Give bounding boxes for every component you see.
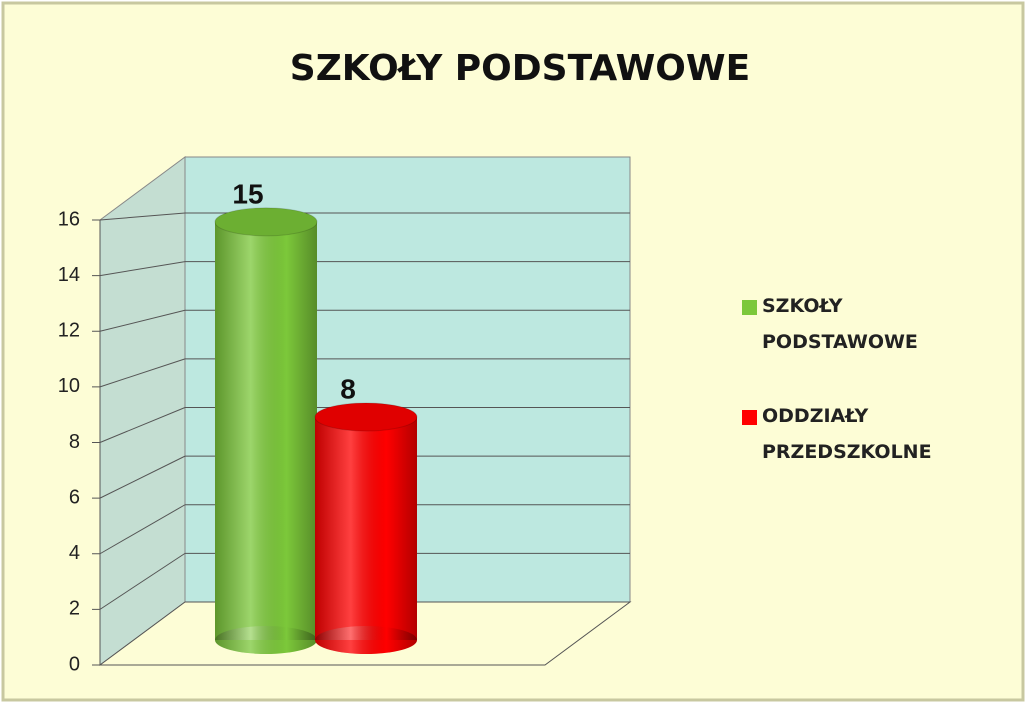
data-label: 8 <box>340 373 356 404</box>
grid-line <box>99 455 186 499</box>
y-tick-label: 6 <box>69 486 80 508</box>
grid-line <box>99 309 186 332</box>
data-label: 15 <box>232 178 263 209</box>
bar-shade <box>215 221 317 640</box>
bar-shade <box>315 417 417 640</box>
bar-top <box>314 402 418 432</box>
legend-swatch <box>742 300 757 315</box>
y-tick-label: 0 <box>69 653 80 675</box>
y-tick-label: 16 <box>58 208 80 230</box>
grid-line <box>99 261 186 277</box>
y-tick-label: 12 <box>58 320 80 342</box>
grid-line <box>99 212 186 221</box>
legend-label: ODDZIAŁY PRZEDSZKOLNE <box>762 405 932 463</box>
legend: SZKOŁY PODSTAWOWE ODDZIAŁY PRZEDSZKOLNE <box>742 295 932 463</box>
side-wall <box>99 156 186 666</box>
grid-line <box>99 407 186 443</box>
bar-top-shade <box>315 403 417 431</box>
legend-swatch <box>742 410 757 425</box>
legend-item: SZKOŁY PODSTAWOWE <box>762 295 918 353</box>
grid-line <box>99 358 186 388</box>
y-tick-label: 10 <box>58 375 80 397</box>
bar-shade <box>215 626 317 654</box>
bar-shade <box>315 626 417 654</box>
bar-top-shade <box>215 207 317 236</box>
grid-line <box>99 504 186 555</box>
y-tick-label: 2 <box>69 598 80 620</box>
grid-line <box>99 552 186 610</box>
y-tick-label: 4 <box>69 542 80 564</box>
bar-top <box>214 207 318 237</box>
y-tick-label: 14 <box>58 264 80 286</box>
legend-label: SZKOŁY PODSTAWOWE <box>762 295 918 353</box>
y-tick-label: 8 <box>69 431 80 453</box>
legend-item: ODDZIAŁY PRZEDSZKOLNE <box>762 405 932 463</box>
chart-title: SZKOŁY PODSTAWOWE <box>290 48 750 89</box>
